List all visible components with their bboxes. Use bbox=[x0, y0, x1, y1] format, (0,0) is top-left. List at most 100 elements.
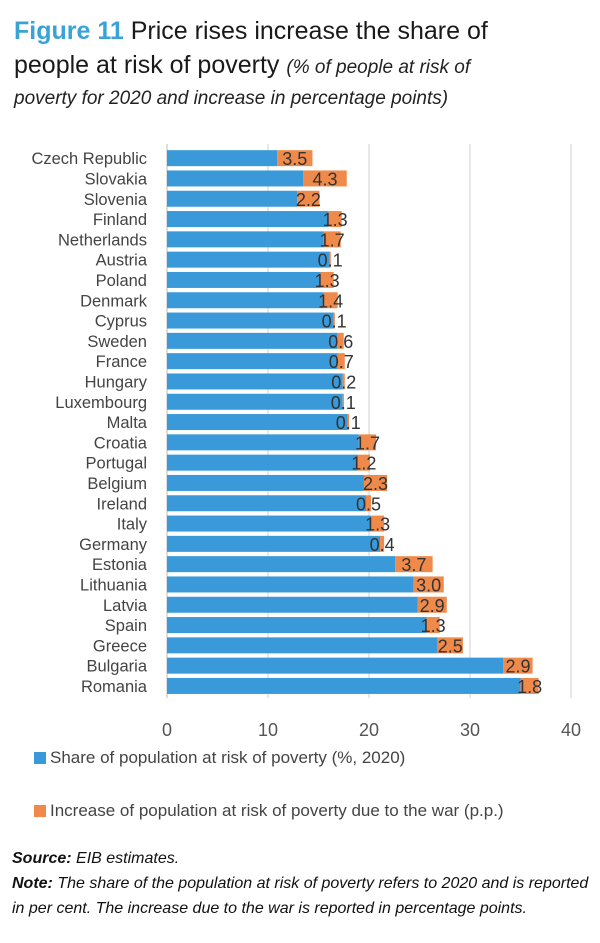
data-label: 2.9 bbox=[420, 596, 445, 616]
bar-increase bbox=[371, 515, 385, 532]
bar-share bbox=[167, 251, 330, 268]
data-label: 1.3 bbox=[315, 271, 340, 291]
bar-increase bbox=[395, 556, 433, 573]
legend-label-increase: Increase of population at risk of povert… bbox=[50, 801, 504, 820]
bar-increase bbox=[357, 454, 371, 471]
legend-label-share: Share of population at risk of poverty (… bbox=[50, 748, 406, 767]
data-label: 0.1 bbox=[318, 251, 343, 271]
x-tick-label: 40 bbox=[561, 720, 581, 740]
x-tick-label: 0 bbox=[162, 720, 172, 740]
category-label: Italy bbox=[117, 516, 148, 534]
category-label: Denmark bbox=[80, 292, 148, 310]
category-label: Slovenia bbox=[84, 191, 148, 209]
bar-increase bbox=[328, 211, 342, 228]
category-label: Slovakia bbox=[85, 170, 148, 188]
bar-increase bbox=[333, 312, 335, 329]
bar-increase bbox=[365, 495, 372, 512]
category-label: Belgium bbox=[87, 475, 147, 493]
bar-chart: Czech Republic 3.5 Slovakia 4.3 Slovenia 2.2 F… bbox=[31, 144, 581, 740]
category-label: Croatia bbox=[94, 434, 148, 452]
bar-share bbox=[167, 393, 343, 410]
legend-item-share: Share of population at risk of poverty (… bbox=[34, 748, 405, 768]
bar-share bbox=[167, 495, 366, 512]
bar-increase bbox=[347, 414, 349, 431]
bar-share bbox=[167, 434, 359, 451]
bar-share bbox=[167, 556, 396, 573]
category-label: Cyprus bbox=[95, 313, 147, 331]
bar-increase bbox=[277, 150, 313, 167]
category-label: Bulgaria bbox=[86, 658, 147, 676]
bar-increase bbox=[426, 617, 440, 634]
legend-swatch-increase bbox=[34, 805, 46, 817]
bar-increase bbox=[503, 657, 533, 674]
data-label: 3.0 bbox=[416, 575, 441, 595]
bar-share bbox=[167, 596, 418, 613]
bar-share bbox=[167, 190, 298, 207]
category-label: Germany bbox=[79, 536, 148, 554]
data-label: 1.2 bbox=[351, 454, 376, 474]
source-label: Source: bbox=[12, 850, 72, 867]
bar-share bbox=[167, 515, 372, 532]
bar-increase bbox=[320, 271, 334, 288]
data-label: 3.5 bbox=[282, 149, 307, 169]
category-label: Finland bbox=[93, 211, 147, 229]
data-label: 1.3 bbox=[323, 210, 348, 230]
bar-share bbox=[167, 211, 329, 228]
x-tick-label: 20 bbox=[359, 720, 379, 740]
bar-increase bbox=[380, 535, 385, 552]
category-label: Austria bbox=[96, 252, 148, 270]
category-label: Spain bbox=[105, 617, 147, 635]
category-label: Romania bbox=[81, 678, 148, 696]
data-label: 4.3 bbox=[313, 169, 338, 189]
bar-share bbox=[167, 637, 438, 654]
bar-increase bbox=[329, 251, 331, 268]
bar-share bbox=[167, 332, 338, 349]
category-label: Lithuania bbox=[80, 576, 148, 594]
category-label: Poland bbox=[96, 272, 147, 290]
bar-share bbox=[167, 353, 338, 370]
data-label: 0.6 bbox=[328, 332, 353, 352]
data-label: 1.4 bbox=[318, 291, 343, 311]
data-label: 0.4 bbox=[370, 535, 395, 555]
bar-share bbox=[167, 617, 427, 634]
category-label: Sweden bbox=[87, 333, 147, 351]
bar-increase bbox=[303, 170, 347, 187]
bar-increase bbox=[520, 677, 539, 694]
figure-title-part2: people at risk of poverty bbox=[14, 51, 280, 79]
data-label: 0.7 bbox=[329, 352, 354, 372]
bar-share bbox=[167, 271, 321, 288]
data-label: 1.3 bbox=[365, 515, 390, 535]
data-label: 0.1 bbox=[331, 393, 356, 413]
data-label: 3.7 bbox=[401, 555, 426, 575]
data-label: 1.3 bbox=[421, 616, 446, 636]
bar-increase bbox=[297, 190, 320, 207]
bar-share bbox=[167, 312, 334, 329]
bar-increase bbox=[342, 393, 344, 410]
data-label: 0.1 bbox=[322, 312, 347, 332]
bar-share bbox=[167, 414, 348, 431]
category-label: Hungary bbox=[85, 373, 148, 391]
source-text: EIB estimates. bbox=[76, 850, 180, 867]
bar-increase bbox=[337, 332, 344, 349]
source-line: Source: EIB estimates. bbox=[12, 846, 594, 871]
bar-increase bbox=[437, 637, 463, 654]
bar-increase bbox=[323, 231, 341, 248]
category-label: Netherlands bbox=[58, 231, 147, 249]
data-label: 2.3 bbox=[363, 474, 388, 494]
data-label: 1.7 bbox=[355, 433, 380, 453]
bar-increase bbox=[363, 474, 388, 491]
data-label: 2.5 bbox=[438, 636, 463, 656]
figure-title-part1: Price rises increase the share of bbox=[130, 17, 488, 45]
note-text: The share of the population at risk of p… bbox=[12, 875, 589, 917]
figure-title-block: Figure 11 Price rises increase the share… bbox=[14, 14, 589, 113]
figure-subtitle-part2: poverty for 2020 and increase in percent… bbox=[14, 88, 449, 109]
data-label: 0.1 bbox=[336, 413, 361, 433]
data-label: 1.8 bbox=[517, 677, 542, 697]
bar-increase bbox=[358, 434, 377, 451]
bar-share bbox=[167, 231, 324, 248]
data-label: 0.2 bbox=[331, 372, 356, 392]
category-label: Luxembourg bbox=[55, 394, 147, 412]
figure-label: Figure 11 bbox=[14, 17, 124, 45]
x-tick-label: 10 bbox=[258, 720, 278, 740]
bar-share bbox=[167, 373, 343, 390]
